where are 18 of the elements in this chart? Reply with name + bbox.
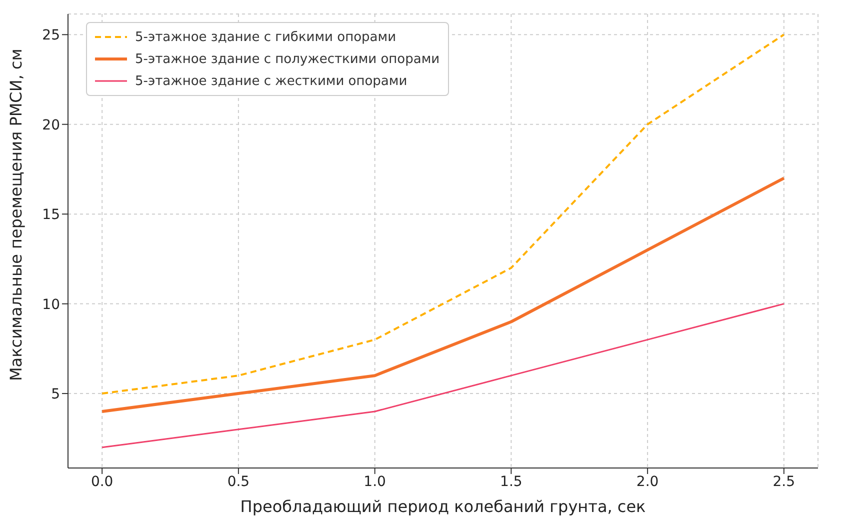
x-tick-label: 2.5 xyxy=(772,474,796,490)
legend-label: 5-этажное здание с полужесткими опорами xyxy=(135,52,440,66)
x-tick-label: 0.0 xyxy=(90,474,114,490)
legend-label: 5-этажное здание с жесткими опорами xyxy=(135,74,408,88)
x-tick-label: 1.5 xyxy=(500,474,522,490)
y-tick-label: 10 xyxy=(42,296,60,313)
y-tick-label: 15 xyxy=(42,207,60,224)
y-axis-title: Максимальные перемещения РМСИ, см xyxy=(6,48,26,381)
y-tick-label: 5 xyxy=(51,386,60,402)
line-series xyxy=(101,303,785,448)
line-series xyxy=(100,176,786,413)
x-tick-label: 0.5 xyxy=(227,474,250,490)
x-tick-label: 1.0 xyxy=(364,474,386,490)
x-tick-label: 2.0 xyxy=(636,474,659,490)
x-axis-title: Преобладающий период колебаний грунта, сек xyxy=(240,497,646,516)
legend-label: 5-этажное здание с гибкими опорами xyxy=(135,30,396,44)
y-tick-label: 20 xyxy=(42,117,60,134)
y-tick-label: 25 xyxy=(42,28,60,44)
